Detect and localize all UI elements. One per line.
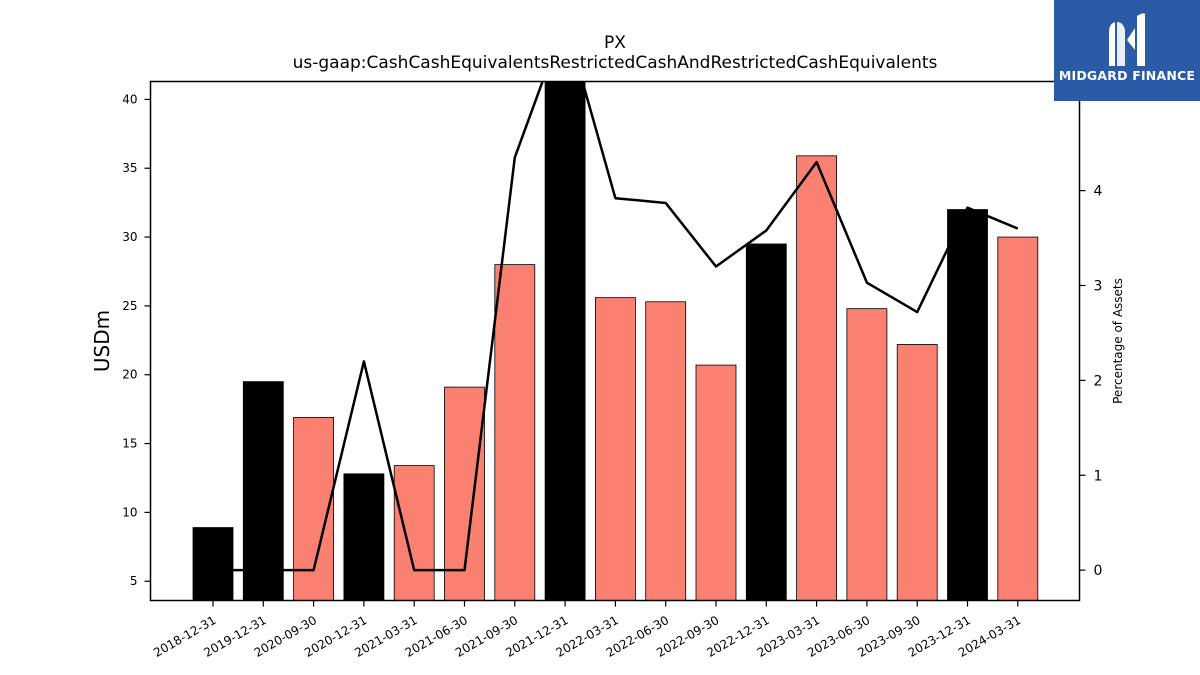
bar-2024-03-31 — [997, 236, 1039, 601]
y-tick-label-35: 35 — [122, 161, 137, 175]
brand-name: MIDGARD FINANCE — [1058, 68, 1196, 83]
y2-tick-label-1: 1 — [1094, 468, 1103, 484]
y2-tick-label-4: 4 — [1094, 184, 1103, 200]
percentage-line-series — [213, 81, 1019, 572]
bar-2022-06-30 — [645, 301, 687, 601]
chart-title: PX — [604, 33, 626, 53]
bar-2021-12-31 — [544, 81, 586, 601]
bar-2019-12-31 — [242, 381, 284, 601]
y-tick-label-20: 20 — [122, 368, 137, 382]
y2-tick-label-2: 2 — [1094, 373, 1103, 389]
bar-2021-09-30 — [494, 264, 536, 601]
midgard-logo-mark-icon — [1109, 13, 1145, 67]
bar-2022-12-31 — [745, 243, 787, 601]
y2-axis-label: Percentage of Assets — [1111, 278, 1125, 404]
bar-2022-09-30 — [695, 364, 737, 601]
bar-2021-03-31 — [393, 465, 435, 601]
y2-tick-label-3: 3 — [1094, 278, 1103, 294]
bar-2020-12-31 — [343, 473, 385, 601]
bar-2023-06-30 — [846, 308, 888, 601]
y-tick-label-25: 25 — [122, 299, 137, 313]
bar-2018-12-31 — [192, 527, 234, 601]
x-axis-ticks: 2018-12-312019-12-312020-09-302020-12-31… — [151, 600, 1023, 660]
left-axis-ticks: 5 10 15 20 25 30 35 40 — [122, 92, 151, 588]
bar-series — [192, 81, 1039, 601]
chart-subtitle: us-gaap:CashCashEquivalentsRestrictedCas… — [293, 53, 938, 73]
y-tick-label-30: 30 — [122, 230, 137, 244]
bar-2023-12-31 — [947, 209, 988, 601]
bar-2022-03-31 — [595, 297, 636, 601]
right-axis-ticks: 012345 — [1079, 89, 1103, 579]
y-axis-label: USDm — [90, 310, 114, 372]
bar-2023-09-30 — [896, 344, 938, 601]
y-tick-label-15: 15 — [122, 437, 137, 451]
y-tick-label-40: 40 — [122, 92, 137, 106]
y-tick-label-5: 5 — [130, 574, 138, 588]
y-tick-label-10: 10 — [122, 505, 137, 519]
percentage-line — [213, 81, 1019, 572]
midgard-finance-logo: MIDGARD FINANCE — [1054, 0, 1200, 101]
y2-tick-label-0: 0 — [1094, 563, 1103, 579]
bar-2023-03-31 — [796, 155, 837, 601]
